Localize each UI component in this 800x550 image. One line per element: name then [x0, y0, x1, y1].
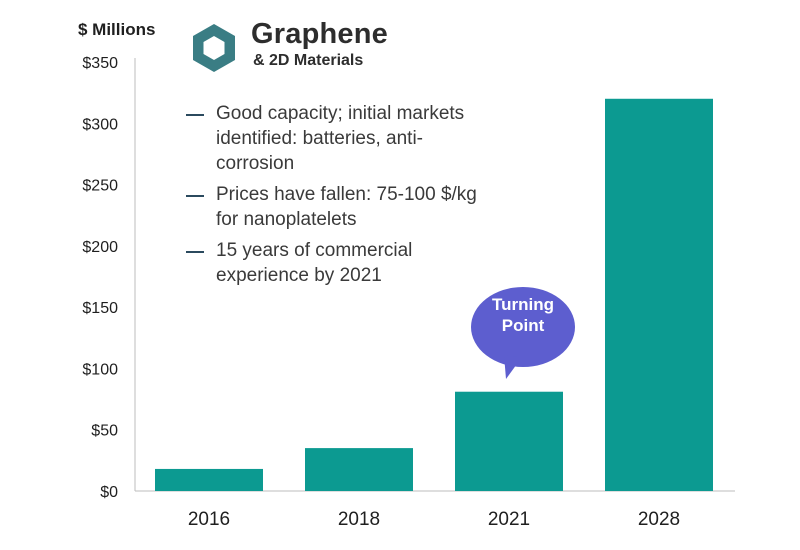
bullet-text: 15 years of commercial experience by 202…: [216, 240, 413, 286]
speech-bubble-icon: [471, 287, 575, 379]
y-tick-label: $0: [100, 484, 118, 501]
y-axis-unit-label: $ Millions: [78, 20, 156, 39]
callout-line-1: Turning: [492, 295, 554, 314]
bullet-text: Prices have fallen: 75-100 $/kg for nano…: [216, 184, 477, 230]
hexagon-icon: [193, 24, 235, 72]
turning-point-callout: Turning Point: [470, 294, 576, 336]
logo-subtitle: & 2D Materials: [253, 52, 364, 69]
y-tick-label: $150: [82, 300, 118, 317]
y-tick-label: $100: [82, 361, 118, 378]
x-tick-label: 2021: [488, 509, 530, 530]
y-tick-label: $250: [82, 178, 118, 195]
dash-icon: [186, 251, 204, 253]
bullet-item: Prices have fallen: 75-100 $/kg for nano…: [186, 182, 486, 232]
bullet-item: Good capacity; initial markets identifie…: [186, 101, 486, 176]
y-tick-label: $50: [91, 423, 118, 440]
y-tick-labels: $0 $50 $100 $150 $200 $250 $300 $350: [82, 55, 118, 501]
x-tick-labels: 2016 2018 2021 2028: [188, 509, 680, 530]
bullet-text: Good capacity; initial markets identifie…: [216, 103, 465, 174]
x-tick-label: 2018: [338, 509, 380, 530]
y-tick-label: $350: [82, 55, 118, 72]
bar-2018: [305, 448, 413, 491]
x-tick-label: 2016: [188, 509, 230, 530]
logo-title: Graphene: [251, 18, 388, 50]
bullet-list: Good capacity; initial markets identifie…: [186, 101, 486, 294]
x-tick-label: 2028: [638, 509, 680, 530]
chart-bars: [155, 98, 713, 492]
bar-2016: [155, 468, 263, 491]
dash-icon: [186, 114, 204, 116]
callout-line-2: Point: [501, 316, 545, 335]
bullet-item: 15 years of commercial experience by 202…: [186, 238, 486, 288]
bar-2021: [455, 391, 563, 491]
y-tick-label: $200: [82, 239, 118, 256]
bar-2028: [605, 98, 713, 492]
dash-icon: [186, 195, 204, 197]
y-tick-label: $300: [82, 116, 118, 133]
